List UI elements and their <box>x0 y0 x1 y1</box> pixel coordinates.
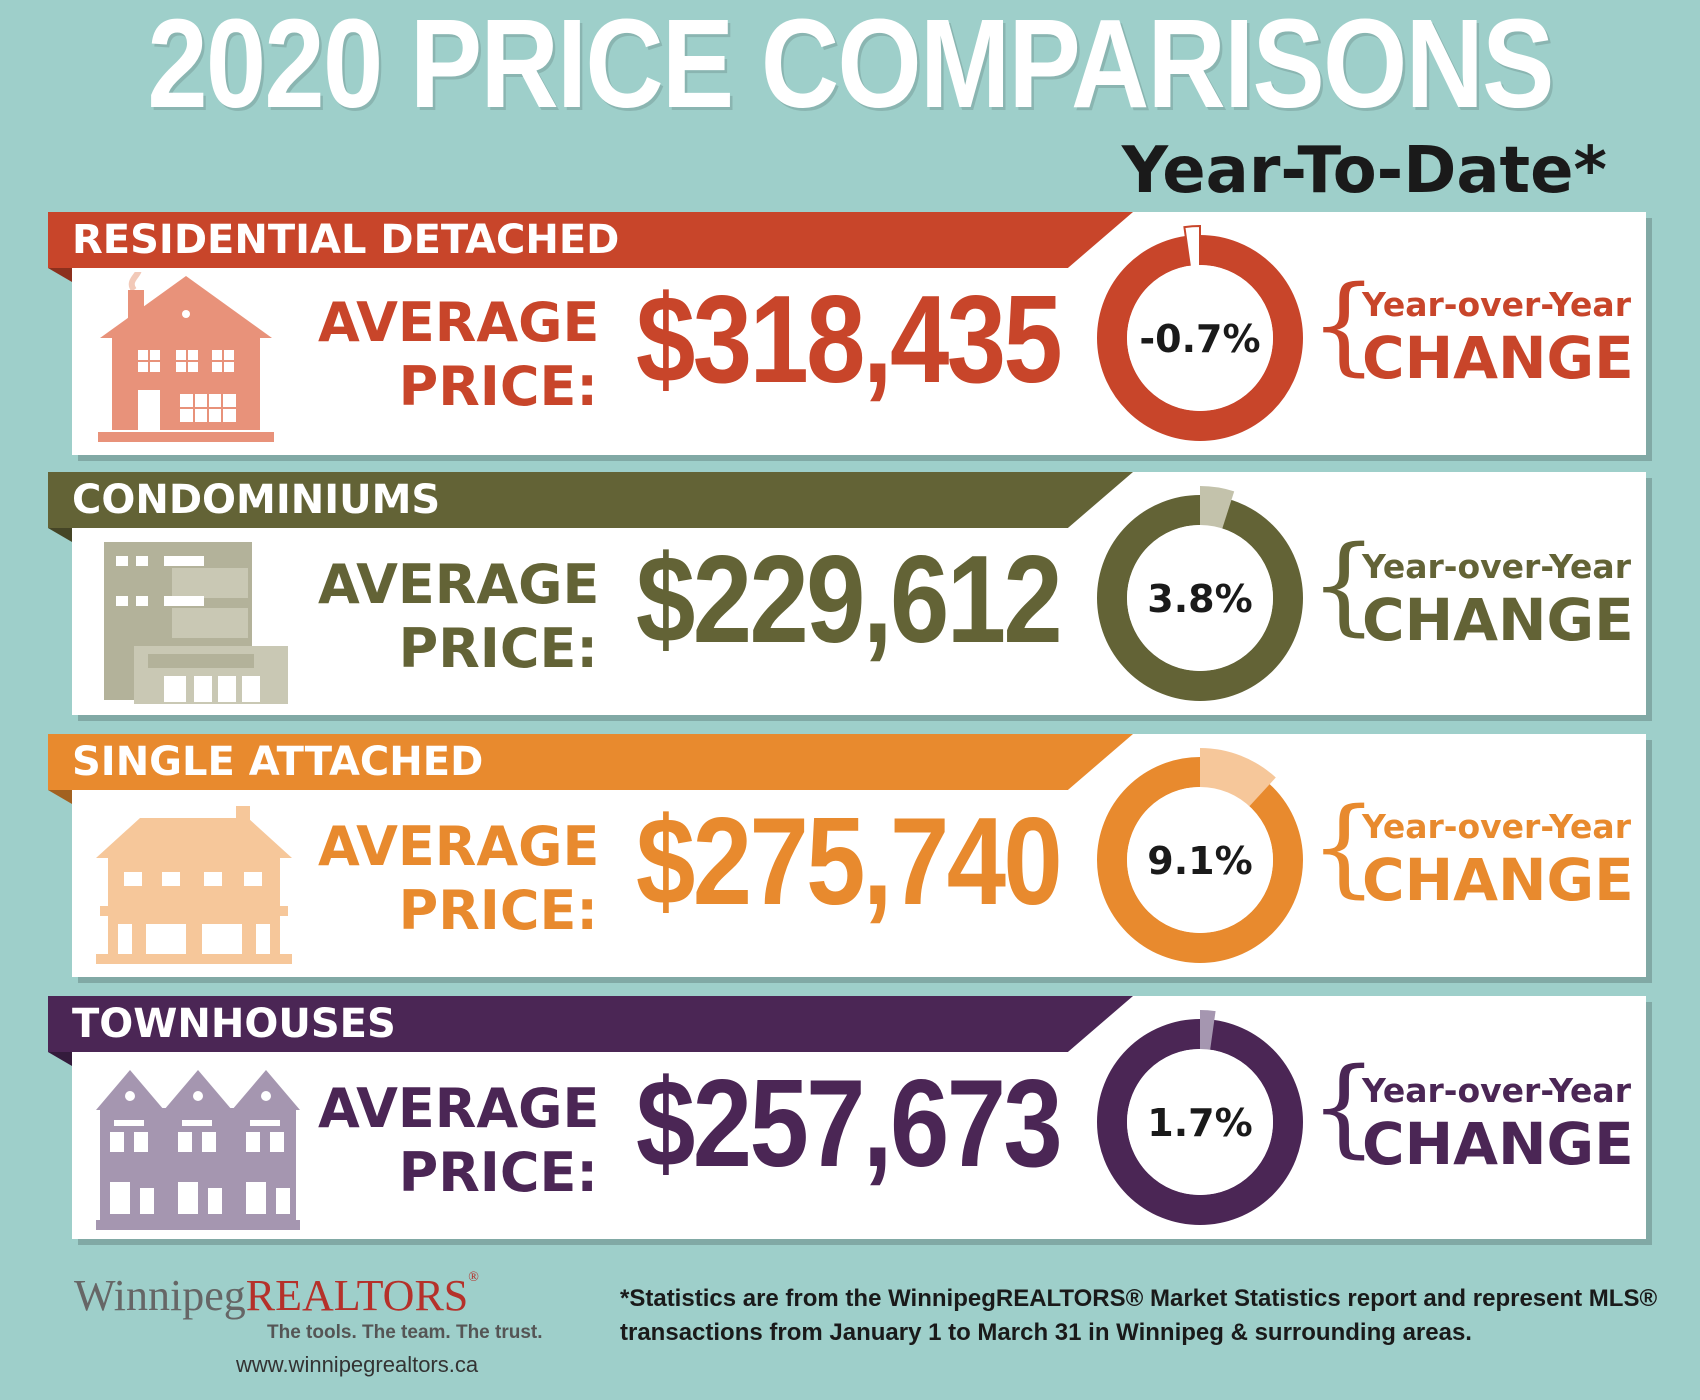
townhouses-icon <box>96 1070 300 1230</box>
category-banner <box>48 212 1133 268</box>
condo-building-icon <box>104 542 288 704</box>
donut-change-label: 1.7% <box>1147 1101 1252 1145</box>
logo-realtors-text: REALTORS <box>245 1271 469 1320</box>
price-label: PRICE: <box>398 617 598 680</box>
donut-change-label: -0.7% <box>1139 317 1260 361</box>
donut-change-label: 3.8% <box>1147 577 1252 621</box>
banner-fold <box>48 268 72 282</box>
category-label: CONDOMINIUMS <box>72 477 441 523</box>
category-label: TOWNHOUSES <box>72 1001 396 1047</box>
banner-fold <box>48 1052 72 1066</box>
yoy-label: Year-over-Year <box>1362 807 1631 846</box>
duplex-icon <box>96 806 292 964</box>
average-price-value: $229,612 <box>636 531 1063 669</box>
donut-center <box>1127 265 1273 411</box>
brace-icon: { <box>1310 263 1378 386</box>
donut-change-label: 9.1% <box>1147 839 1252 883</box>
average-price-value: $275,740 <box>636 793 1063 931</box>
category-banner <box>48 472 1133 528</box>
change-donut: 9.1% <box>1097 748 1303 963</box>
category-label: RESIDENTIAL DETACHED <box>72 217 620 263</box>
yoy-label: Year-over-Year <box>1362 285 1631 324</box>
banner-fold <box>48 528 72 542</box>
tagline: The tools. The team. The trust. <box>267 1322 543 1343</box>
average-price-value: $257,673 <box>636 1055 1063 1193</box>
average-label: AVERAGE <box>318 553 600 616</box>
average-label: AVERAGE <box>318 1077 600 1140</box>
page-title: 2020 PRICE COMPARISONS <box>147 0 1554 134</box>
yoy-label: Year-over-Year <box>1362 547 1631 586</box>
change-donut: 1.7% <box>1097 1010 1303 1225</box>
price-label: PRICE: <box>398 1141 598 1204</box>
category-banner <box>48 996 1133 1052</box>
average-price-value: $318,435 <box>636 271 1063 409</box>
change-label: CHANGE <box>1362 1110 1634 1178</box>
price-label: PRICE: <box>398 879 598 942</box>
change-label: CHANGE <box>1362 324 1634 392</box>
average-label: AVERAGE <box>318 815 600 878</box>
brace-icon: { <box>1310 1045 1378 1168</box>
brace-icon: { <box>1310 523 1378 646</box>
donut-center <box>1127 525 1273 671</box>
average-label: AVERAGE <box>318 291 600 354</box>
price-label: PRICE: <box>398 355 598 418</box>
change-donut: -0.7% <box>1097 224 1303 441</box>
house-icon <box>98 272 274 442</box>
change-donut: 3.8% <box>1097 486 1303 701</box>
change-label: CHANGE <box>1362 846 1634 914</box>
website-link[interactable]: www.winnipegrealtors.ca <box>236 1352 479 1377</box>
registered-mark: ® <box>468 1270 479 1285</box>
footnote: *Statistics are from the WinnipegREALTOR… <box>620 1285 1658 1346</box>
category-label: SINGLE ATTACHED <box>72 739 484 785</box>
donut-center <box>1127 1049 1273 1195</box>
category-banner <box>48 734 1133 790</box>
change-label: CHANGE <box>1362 586 1634 654</box>
brace-icon: { <box>1310 785 1378 908</box>
donut-center <box>1127 787 1273 933</box>
page-subtitle: Year-To-Date* <box>1121 134 1607 208</box>
logo-winnipeg-text: Winnipeg <box>74 1271 246 1320</box>
banner-fold <box>48 790 72 804</box>
winnipeg-realtors-logo: WinnipegREALTORS® <box>74 1270 479 1321</box>
yoy-label: Year-over-Year <box>1362 1071 1631 1110</box>
